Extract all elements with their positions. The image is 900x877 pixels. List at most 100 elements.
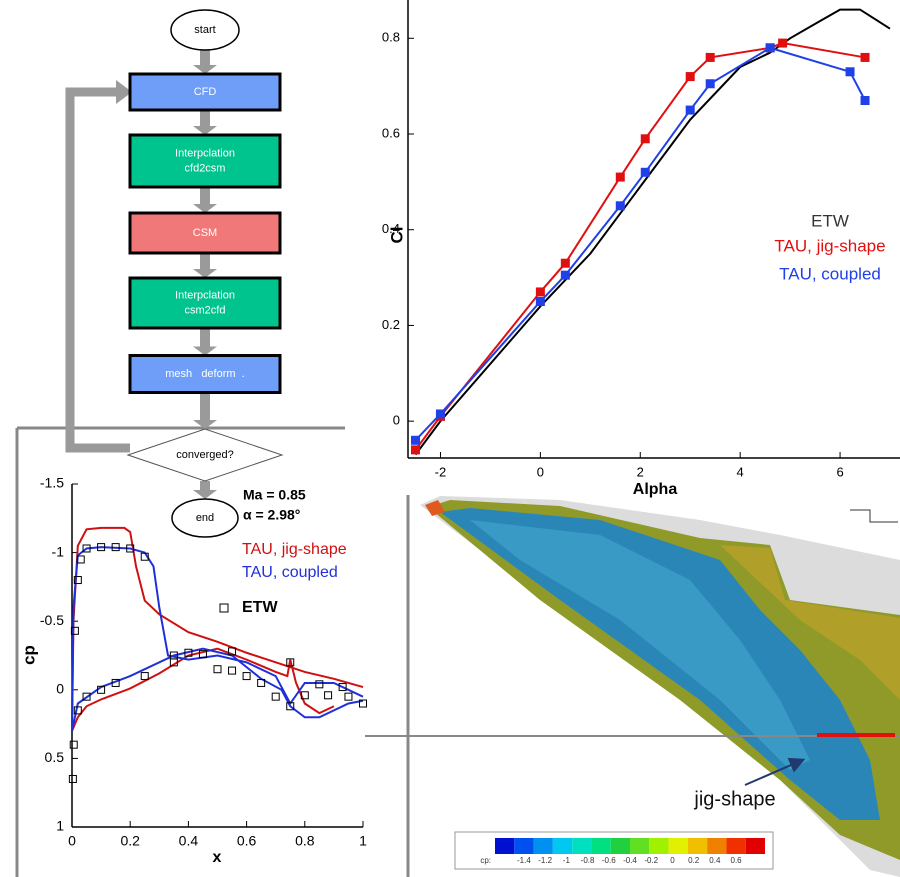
data-point [616,173,625,182]
y-tick-label: 0.6 [382,125,400,140]
colorbar-tick-label: -1.4 [517,856,531,865]
data-point [411,445,420,454]
data-point [686,72,695,81]
data-point [561,259,570,268]
colorbar-tick-label: -0.4 [623,856,637,865]
flow-node-label: converged? [176,449,234,461]
data-point [861,96,870,105]
y-tick-label: -0.5 [40,612,64,628]
flow-node-label: Interpclation [175,147,235,159]
colorbar-swatch [688,838,707,854]
data-point [616,201,625,210]
colorbar-tick-label: -1 [563,856,571,865]
data-point [561,271,570,280]
colorbar-swatch [591,838,610,854]
data-point [686,106,695,115]
loop-arrow [70,80,132,448]
legend-label: TAU, coupled [242,564,338,581]
y-tick-label: 0.2 [382,317,400,332]
data-point [536,297,545,306]
colorbar-tick-label: -1.2 [538,856,552,865]
data-point [766,43,775,52]
legend-label: ETW [242,599,278,616]
colorbar-swatch [572,838,591,854]
flow-arrow [200,393,210,423]
wing-view: -1.4 -1.2 -1 -0.8 -0.6 -0.4 -0.2 0 0.2 0.4 0.6 cp: j… [365,488,900,877]
x-axis-label: x [213,849,222,866]
flow-node-label: start [194,24,215,36]
x-tick-label: 0 [68,833,76,849]
flow-arrow [200,481,210,493]
colorbar-swatch [514,838,533,854]
y-tick-label: 0.5 [45,749,65,765]
flow-node-label: mesh deform . [165,368,244,380]
colorbar-swatch [495,838,514,854]
colorbar-swatch [630,838,649,854]
colorbar-tick-label: 0 [670,856,675,865]
flow-process [130,278,280,328]
cp-panel-frame [17,428,408,877]
colorbar-tick-label: 0.6 [731,856,743,865]
x-tick-label: 2 [637,464,644,479]
colorbar-label: cp: [480,856,491,865]
x-tick-label: 0.6 [237,833,257,849]
y-tick-label: 0.8 [382,30,400,45]
flow-node-label: CSM [193,227,217,239]
flow-node-label: CFD [194,86,217,98]
annotation: α = 2.98° [243,507,300,523]
data-point [706,53,715,62]
flow-node-label: cfd2csm [185,162,226,174]
data-point [861,53,870,62]
data-point [641,134,650,143]
colorbar-swatch [649,838,668,854]
x-tick-label: 4 [737,464,744,479]
flow-arrow [200,253,210,271]
colorbar-tick-label: 0.4 [709,856,721,865]
legend-label: TAU, jig-shape [774,236,885,255]
data-point [706,79,715,88]
data-point [411,436,420,445]
y-tick-label: -1.5 [40,475,64,491]
x-tick-label: 0.8 [295,833,315,849]
x-tick-label: 0.2 [120,833,140,849]
colorbar-tick-label: 0.2 [688,856,700,865]
flowchart: start CFD Interpclation cfd2csm CSM Interpcla… [128,10,282,537]
figure: start CFD Interpclation cfd2csm CSM Interpcla… [0,0,900,877]
x-axis-label: Alpha [633,481,678,498]
legend-label: TAU, coupled [779,264,881,283]
y-tick-label: 0 [56,681,64,697]
flow-node-label: Interpclation [175,289,235,301]
flow-node-label: end [196,512,214,524]
x-tick-label: -2 [435,464,447,479]
colorbar-tick-label: -0.2 [644,856,658,865]
colorbar-swatch [707,838,726,854]
y-tick-label: 1 [56,818,64,834]
wing-annotation: jig-shape [693,788,775,810]
colorbar-tick-label: -0.8 [581,856,595,865]
x-tick-label: 0.4 [179,833,199,849]
flow-arrow [200,110,210,128]
y-tick-label: 0 [393,413,400,428]
colorbar-swatch [534,838,553,854]
colorbar-swatch [611,838,630,854]
data-point [846,67,855,76]
y-axis-label: cp [19,645,38,665]
data-point [436,409,445,418]
colorbar-swatch [746,838,765,854]
flow-arrow [200,328,210,349]
colorbar-swatch [669,838,688,854]
legend-label: ETW [811,211,849,230]
colorbar-tick-label: -0.6 [602,856,616,865]
flow-process [130,135,280,187]
data-point [778,39,787,48]
annotation: Ma = 0.85 [243,487,306,503]
flow-node-label: csm2cfd [185,304,226,316]
flow-arrow [200,50,210,67]
flow-arrow [200,187,210,206]
colorbar-swatch [553,838,572,854]
x-tick-label: 0 [537,464,544,479]
x-tick-label: 1 [359,833,367,849]
x-tick-label: 6 [836,464,843,479]
y-tick-label: -1 [52,543,65,559]
